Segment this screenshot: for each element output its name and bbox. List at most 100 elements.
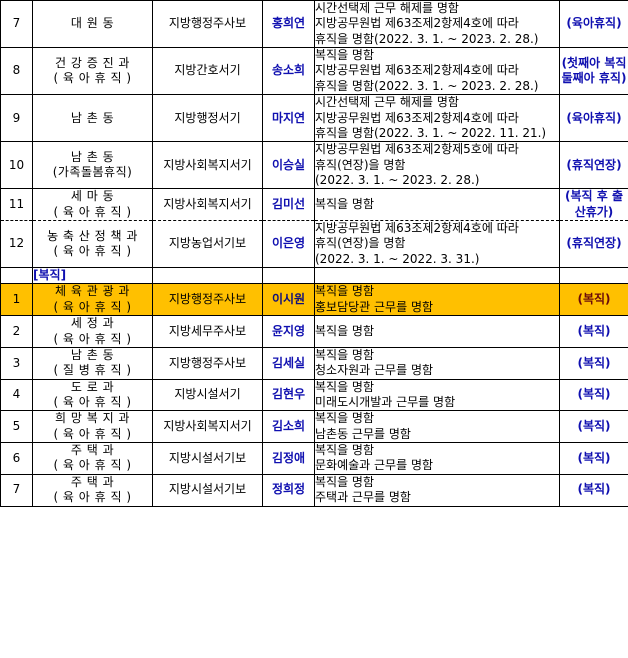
action-line: 복직을 명함 [315, 284, 375, 299]
table-row[interactable]: 10 남 촌 동 (가족돌봄휴직) 지방사회복지서기 이승실 지방공무원법 제63조제2항… [0, 141, 628, 190]
row-action-detail: 시간선택제 근무 해제를 명함 지방공무원법 제63조제2항제4호에 따라 휴직을 … [314, 94, 560, 143]
row-note: (복직) [559, 346, 628, 380]
action-line: 남촌동 근무를 명함 [315, 426, 411, 441]
row-person-name: 김현우 [262, 378, 315, 412]
action-line: 복직을 명함 [315, 347, 375, 362]
row-person-name: 김세실 [262, 346, 315, 380]
department-leave-type: ( 육 아 휴 직 ) [53, 331, 132, 346]
row-note: (복직) [559, 315, 628, 348]
row-rank: 지방시설서기보 [152, 442, 263, 475]
action-line: 복직을 명함 [315, 196, 375, 211]
row-person-name: 이시원 [262, 283, 315, 317]
department-leave-type: ( 육 아 휴 직 ) [53, 458, 132, 473]
department-name: 희 망 복 지 과 [55, 411, 130, 426]
department-name: 체 육 관 광 과 [55, 284, 130, 299]
department-name: 도 로 과 [70, 379, 115, 394]
department-name: 농 축 산 정 책 과 [47, 228, 138, 243]
row-person-name: 송소희 [262, 47, 315, 96]
row-department: 주 택 과( 육 아 휴 직 ) [32, 473, 153, 507]
row-rank: 지방농업서기보 [152, 220, 263, 269]
row-action-detail: 복직을 명함 주택과 근무를 명함 [314, 473, 560, 507]
row-note: (복직 후 출산휴가) [559, 188, 628, 222]
table-row[interactable]: 9 남 촌 동 지방행정서기 마지연 시간선택제 근무 해제를 명함 지방공무원법 제63… [0, 94, 628, 143]
row-person-name: 김정애 [262, 442, 315, 475]
row-number: 7 [0, 473, 33, 507]
row-rank: 지방사회복지서기 [152, 410, 263, 444]
section-action-blank [314, 267, 560, 285]
row-note: (휴직연장) [559, 141, 628, 190]
row-rank: 지방사회복지서기 [152, 141, 263, 190]
department-leave-type: ( 육 아 휴 직 ) [53, 426, 132, 441]
table-row[interactable]: 12 농 축 산 정 책 과( 육 아 휴 직 ) 지방농업서기보 이은영 지방공무원법… [0, 220, 628, 269]
row-number: 12 [0, 220, 33, 269]
row-number: 1 [0, 283, 33, 317]
action-line: 지방공무원법 제63조제2항제4호에 따라 [315, 110, 519, 125]
action-line: 휴직(연장)을 명함 [315, 157, 406, 172]
table-row[interactable]: 11 세 마 동( 육 아 휴 직 ) 지방사회복지서기 김미선 복직을 명함 (복직 후… [0, 188, 628, 222]
table-row[interactable]: 8 건 강 증 진 과( 육 아 휴 직 ) 지방간호서기 송소희 복직을 명함 지방공무… [0, 47, 628, 96]
action-line: 지방공무원법 제63조제2항제4호에 따라 [315, 16, 519, 31]
row-person-name: 홍희연 [262, 0, 315, 49]
department-name: 건 강 증 진 과 [55, 55, 130, 70]
action-line: 휴직을 명함(2022. 3. 1. ~ 2023. 2. 28.) [315, 31, 539, 46]
row-note: (복직) [559, 283, 628, 317]
section-rank-blank [152, 267, 263, 285]
row-note: (육아휴직) [559, 94, 628, 143]
row-note: (복직) [559, 442, 628, 475]
action-line: 지방공무원법 제63조제2항제4호에 따라 [315, 221, 519, 236]
row-number: 11 [0, 188, 33, 222]
section-note-blank [559, 267, 628, 285]
row-rank: 지방사회복지서기 [152, 188, 263, 222]
action-line: 지방공무원법 제63조제2항제5호에 따라 [315, 142, 519, 157]
action-line: (2022. 3. 1. ~ 2022. 3. 31.) [315, 251, 480, 266]
row-note: (휴직연장) [559, 220, 628, 269]
row-rank: 지방행정주사보 [152, 346, 263, 380]
action-line: 문화예술과 근무를 명함 [315, 458, 434, 473]
row-rank: 지방간호서기 [152, 47, 263, 96]
row-action-detail: 복직을 명함 지방공무원법 제63조제2항제4호에 따라 휴직을 명함(2022. … [314, 47, 560, 96]
row-department: 남 촌 동 [32, 94, 153, 143]
row-note: (복직) [559, 410, 628, 444]
row-action-detail: 복직을 명함 청소자원과 근무를 명함 [314, 346, 560, 380]
row-department: 남 촌 동( 질 병 휴 직 ) [32, 346, 153, 380]
action-line: 홍보담당관 근무를 명함 [315, 299, 434, 314]
row-person-name: 이승실 [262, 141, 315, 190]
department-name: 남 촌 동 [70, 347, 115, 362]
action-line: 복직을 명함 [315, 48, 375, 63]
row-rank: 지방세무주사보 [152, 315, 263, 348]
row-action-detail: 복직을 명함 문화예술과 근무를 명함 [314, 442, 560, 475]
row-person-name: 정희정 [262, 473, 315, 507]
department-name: 남 촌 동 [70, 149, 115, 164]
department-leave-type: ( 육 아 휴 직 ) [53, 490, 132, 505]
row-rank: 지방시설서기 [152, 378, 263, 412]
row-department: 세 정 과( 육 아 휴 직 ) [32, 315, 153, 348]
action-line: 미래도시개발과 근무를 명함 [315, 394, 456, 409]
row-note: (복직) [559, 473, 628, 507]
row-department: 주 택 과( 육 아 휴 직 ) [32, 442, 153, 475]
department-name: 주 택 과 [70, 443, 115, 458]
department-leave-type: ( 육 아 휴 직 ) [53, 244, 132, 259]
row-number: 6 [0, 442, 33, 475]
action-line: 복직을 명함 [315, 411, 375, 426]
row-action-detail: 복직을 명함 남촌동 근무를 명함 [314, 410, 560, 444]
row-number: 8 [0, 47, 33, 96]
row-action-detail: 복직을 명함 [314, 315, 560, 348]
row-action-detail: 지방공무원법 제63조제2항제5호에 따라 휴직(연장)을 명함 (2022. 3.… [314, 141, 560, 190]
action-line: 복직을 명함 [315, 443, 375, 458]
department-leave-type: ( 육 아 휴 직 ) [53, 71, 132, 86]
action-line: 지방공무원법 제63조제2항제4호에 따라 [315, 63, 519, 78]
row-person-name: 이은영 [262, 220, 315, 269]
row-person-name: 마지연 [262, 94, 315, 143]
department-leave-type: ( 질 병 휴 직 ) [53, 363, 132, 378]
row-number: 4 [0, 378, 33, 412]
table-row[interactable]: 7 대 원 동 지방행정주사보 홍희연 시간선택제 근무 해제를 명함 지방공무원법 제6… [0, 0, 628, 49]
